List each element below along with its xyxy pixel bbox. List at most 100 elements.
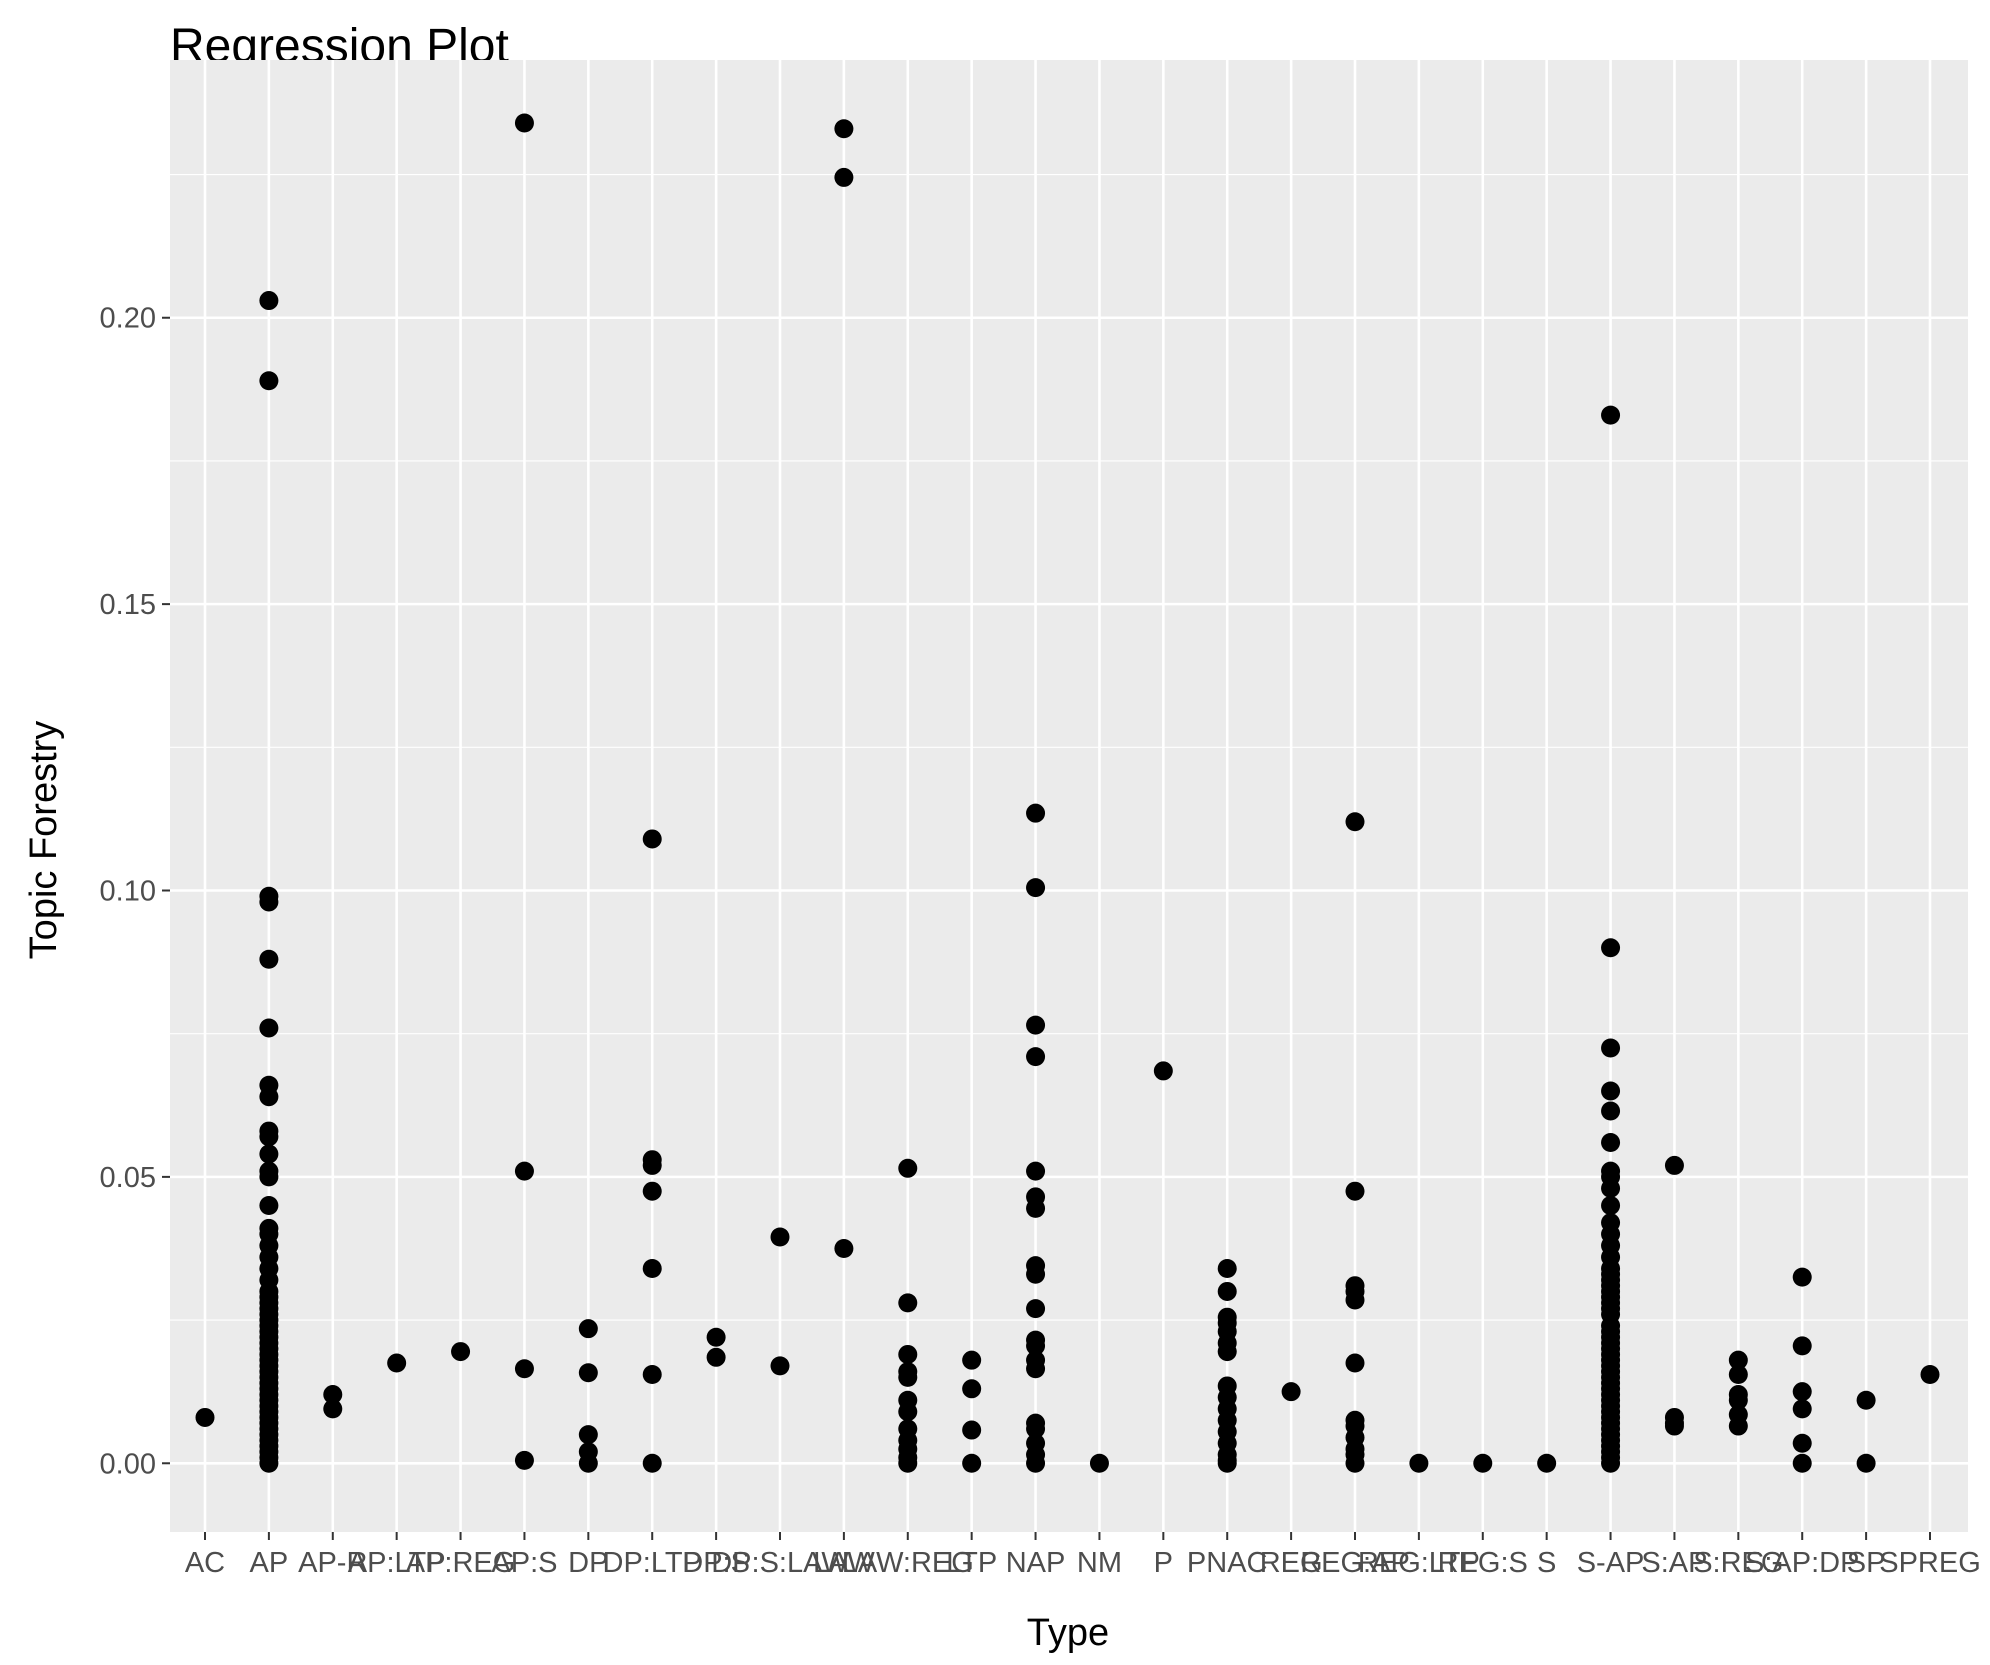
data-point bbox=[1856, 1453, 1876, 1473]
x-tick-label: NM bbox=[1077, 1547, 1122, 1579]
data-point bbox=[1792, 1382, 1812, 1402]
data-point bbox=[323, 1385, 343, 1405]
data-point bbox=[1792, 1336, 1812, 1356]
x-axis-title: Type bbox=[1027, 1612, 1109, 1654]
x-tick-label: AC bbox=[185, 1547, 225, 1579]
data-point bbox=[962, 1379, 982, 1399]
x-tick-label: DP bbox=[568, 1547, 608, 1579]
data-point bbox=[1153, 1061, 1173, 1081]
data-point bbox=[1728, 1364, 1748, 1384]
x-tick-label: AP:LTP bbox=[348, 1547, 446, 1579]
data-point bbox=[1792, 1453, 1812, 1473]
minor-gridlines bbox=[170, 173, 1968, 1321]
data-point bbox=[1664, 1416, 1684, 1436]
data-point bbox=[514, 1359, 534, 1379]
data-point bbox=[1026, 1264, 1046, 1284]
data-point bbox=[642, 1453, 662, 1473]
data-point bbox=[962, 1453, 982, 1473]
data-point bbox=[323, 1399, 343, 1419]
y-tick-label: 0.15 bbox=[100, 589, 156, 621]
x-tick-label: PNAC bbox=[1187, 1547, 1268, 1579]
data-point bbox=[1792, 1267, 1812, 1287]
data-point bbox=[834, 119, 854, 139]
data-point bbox=[1217, 1259, 1237, 1279]
data-point bbox=[1601, 1453, 1621, 1473]
x-tick-label: AP-R bbox=[298, 1547, 367, 1579]
data-point bbox=[451, 1342, 471, 1362]
data-point bbox=[1856, 1390, 1876, 1410]
y-axis: 0.00 0.05 0.10 0.15 0.20 bbox=[100, 303, 170, 1480]
x-tick-label: S:AP:DP bbox=[1745, 1547, 1859, 1579]
data-point bbox=[642, 1181, 662, 1201]
x-tick-label: S:REG bbox=[1693, 1547, 1783, 1579]
data-point bbox=[1601, 1081, 1621, 1101]
x-tick-label: DP:S:LAW bbox=[711, 1547, 849, 1579]
data-point bbox=[642, 1155, 662, 1175]
data-point bbox=[514, 1161, 534, 1181]
x-tick-label: REG:AP bbox=[1300, 1547, 1410, 1579]
x-tick-label: REG:S bbox=[1438, 1547, 1528, 1579]
data-point bbox=[1728, 1390, 1748, 1410]
data-point bbox=[1217, 1453, 1237, 1473]
data-point bbox=[834, 1238, 854, 1258]
data-point bbox=[706, 1327, 726, 1347]
data-point bbox=[259, 1087, 279, 1107]
data-point bbox=[1537, 1453, 1557, 1473]
data-point bbox=[962, 1420, 982, 1440]
data-point bbox=[578, 1363, 598, 1383]
data-points bbox=[195, 113, 1940, 1473]
data-point bbox=[834, 167, 854, 187]
x-tick-label: S-AP bbox=[1577, 1547, 1645, 1579]
x-tick-label: S:AP bbox=[1641, 1547, 1707, 1579]
data-point bbox=[1345, 1353, 1365, 1373]
data-point bbox=[387, 1353, 407, 1373]
x-tick-label: DP:LTP bbox=[603, 1547, 702, 1579]
data-point bbox=[1728, 1350, 1748, 1370]
data-point bbox=[1026, 1015, 1046, 1035]
data-point bbox=[1601, 1178, 1621, 1198]
data-point bbox=[642, 1364, 662, 1384]
data-point bbox=[770, 1227, 790, 1247]
x-tick-label: REG bbox=[1260, 1547, 1323, 1579]
x-tick-label: SPREG bbox=[1879, 1547, 1981, 1579]
x-tick-label: DP:S bbox=[682, 1547, 750, 1579]
x-tick-label: LAW:REG bbox=[842, 1547, 974, 1579]
data-point bbox=[1089, 1453, 1109, 1473]
data-point bbox=[1026, 1161, 1046, 1181]
y-tick-label: 0.00 bbox=[100, 1448, 156, 1480]
data-point bbox=[1473, 1453, 1493, 1473]
data-point bbox=[1026, 1336, 1046, 1356]
data-point bbox=[259, 1127, 279, 1147]
data-point bbox=[1026, 1198, 1046, 1218]
data-point bbox=[578, 1453, 598, 1473]
data-point bbox=[1026, 1359, 1046, 1379]
y-axis-title: Topic Forestry bbox=[23, 721, 65, 960]
data-point bbox=[578, 1425, 598, 1445]
data-point bbox=[259, 1453, 279, 1473]
data-point bbox=[1601, 1196, 1621, 1216]
data-point bbox=[898, 1344, 918, 1364]
data-point bbox=[898, 1402, 918, 1422]
x-tick-label: S bbox=[1537, 1547, 1556, 1579]
data-point bbox=[1217, 1281, 1237, 1301]
x-tick-label: SP bbox=[1847, 1547, 1886, 1579]
data-point bbox=[1792, 1399, 1812, 1419]
y-tick-label: 0.10 bbox=[100, 876, 156, 908]
data-point bbox=[259, 371, 279, 391]
data-point bbox=[1026, 1453, 1046, 1473]
x-tick-label: AP:S bbox=[491, 1547, 557, 1579]
data-point bbox=[195, 1407, 215, 1427]
data-point bbox=[1217, 1342, 1237, 1362]
data-point bbox=[259, 1018, 279, 1038]
data-point bbox=[1345, 1290, 1365, 1310]
plot-panel bbox=[170, 60, 1968, 1532]
data-point bbox=[1345, 1453, 1365, 1473]
data-point bbox=[1345, 1181, 1365, 1201]
data-point bbox=[1026, 803, 1046, 823]
x-tick-label: AP:REG bbox=[406, 1547, 516, 1579]
data-point bbox=[642, 1259, 662, 1279]
x-tick-label: REG:LTP bbox=[1358, 1547, 1480, 1579]
data-point bbox=[259, 1167, 279, 1187]
data-point bbox=[514, 113, 534, 133]
